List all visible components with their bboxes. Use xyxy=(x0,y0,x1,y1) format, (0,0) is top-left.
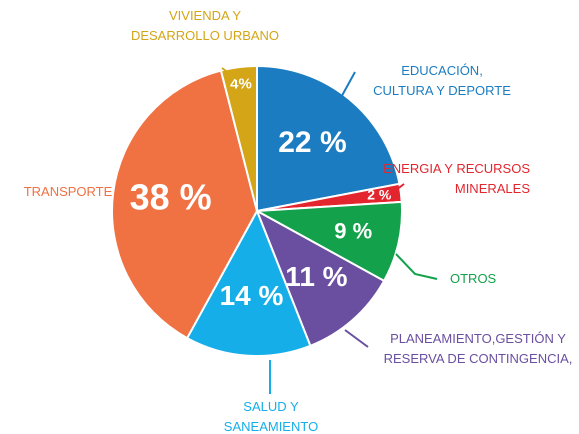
pie-slice xyxy=(219,64,258,212)
leader-line xyxy=(332,71,356,113)
value-label: 22 % xyxy=(278,126,346,159)
category-label: ENERGIA Y RECURSOS MINERALES xyxy=(383,161,530,196)
leader-line xyxy=(387,183,405,197)
value-label: 9 % xyxy=(334,218,372,243)
category-label: EDUCACIÓN, CULTURA Y DEPORTE xyxy=(373,63,511,98)
value-label: 38 % xyxy=(130,177,212,218)
pie-slice xyxy=(185,208,312,357)
category-label: SALUD Y SANEAMIENTO xyxy=(224,399,318,434)
leader-line xyxy=(344,329,369,348)
category-label: PLANEAMIENTO,GESTIÓN Y RESERVA DE CONTING… xyxy=(384,331,573,366)
leader-line xyxy=(221,67,239,81)
value-label: 4% xyxy=(230,75,252,92)
pie-slice xyxy=(111,69,259,340)
value-label: 11 % xyxy=(285,261,347,292)
pie-slice xyxy=(255,208,386,348)
category-label: VIVIENDA Y DESARROLLO URBANO xyxy=(131,8,279,43)
leader-line xyxy=(395,253,438,280)
category-label: TRANSPORTE xyxy=(24,184,113,199)
pie-slice xyxy=(253,200,403,283)
value-label: 2 % xyxy=(367,186,392,202)
category-label: OTROS xyxy=(450,271,497,286)
leader-line xyxy=(115,204,141,227)
value-label: 14 % xyxy=(220,280,284,311)
pie-slice xyxy=(256,64,401,213)
